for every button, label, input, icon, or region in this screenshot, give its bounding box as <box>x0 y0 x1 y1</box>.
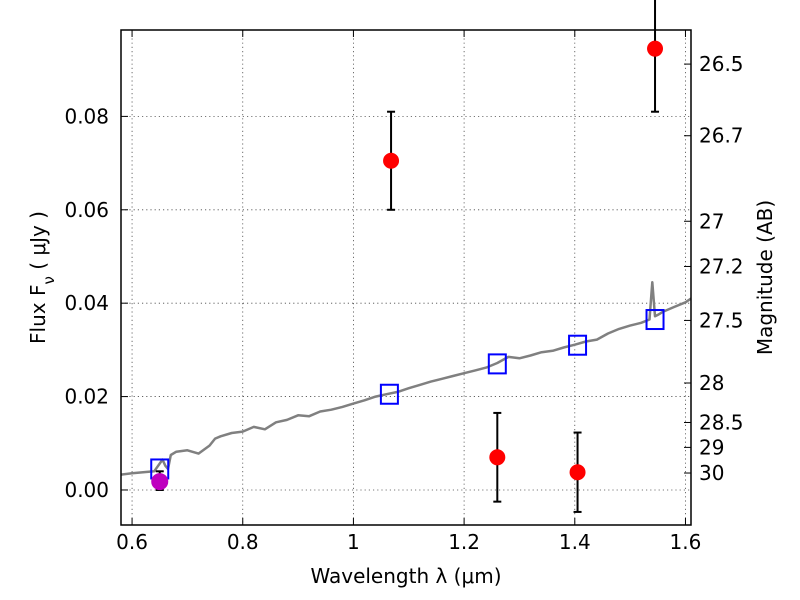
magnitude-tick-label: 27.2 <box>699 254 744 278</box>
reference-point <box>151 473 169 491</box>
y-tick-label: 0.04 <box>64 291 109 315</box>
model-spectrum-layer <box>120 280 692 476</box>
magnitude-tick-label: 30 <box>699 461 724 485</box>
x-tick-label: 1.2 <box>448 530 480 554</box>
model-band-layer <box>150 309 665 480</box>
observed-point <box>569 464 586 481</box>
model-band-marker <box>568 334 588 356</box>
y-tick-label: 0.06 <box>64 198 109 222</box>
tick-marks <box>121 30 691 525</box>
y-tick-label: 0.00 <box>64 478 109 502</box>
error-bar-layer <box>155 0 660 513</box>
x-tick-label: 1.4 <box>559 530 591 554</box>
x-tick-label: 0.6 <box>116 530 148 554</box>
magnitude-axis-title: Magnitude (AB) <box>753 200 777 355</box>
x-tick-label: 1 <box>347 530 360 554</box>
y-axis-title: Flux Fν ( μJy ) <box>26 211 58 344</box>
magnitude-tick-label: 28.5 <box>699 410 744 434</box>
x-axis-title: Wavelength λ (μm) <box>310 564 501 588</box>
grid-lines <box>121 30 691 525</box>
y-tick-labels: 0.00 0.02 0.04 0.06 0.08 <box>64 104 109 502</box>
magnitude-tick-label: 27.5 <box>699 308 744 332</box>
observed-point <box>489 449 506 466</box>
model-band-marker <box>487 353 507 375</box>
y-tick-label: 0.08 <box>64 104 109 128</box>
plot-frame <box>120 29 692 526</box>
model-band-marker <box>645 309 665 331</box>
x-tick-label: 0.8 <box>227 530 259 554</box>
magnitude-tick-label: 29 <box>699 435 724 459</box>
model-band-marker <box>379 383 399 405</box>
magnitude-tick-label: 27 <box>699 209 724 233</box>
magnitude-tick-label: 26.7 <box>699 124 744 148</box>
observed-point-layer <box>151 40 664 491</box>
observed-point <box>383 152 400 169</box>
magnitude-tick-label: 28 <box>699 371 724 395</box>
x-tick-label: 1.6 <box>670 530 702 554</box>
observed-point <box>647 40 664 57</box>
x-tick-labels: 0.6 0.8 1 1.2 1.4 1.6 <box>116 530 701 554</box>
y-tick-label: 0.02 <box>64 385 109 409</box>
model-spectrum-line <box>120 280 692 476</box>
magnitude-tick-label: 26.5 <box>699 52 744 76</box>
